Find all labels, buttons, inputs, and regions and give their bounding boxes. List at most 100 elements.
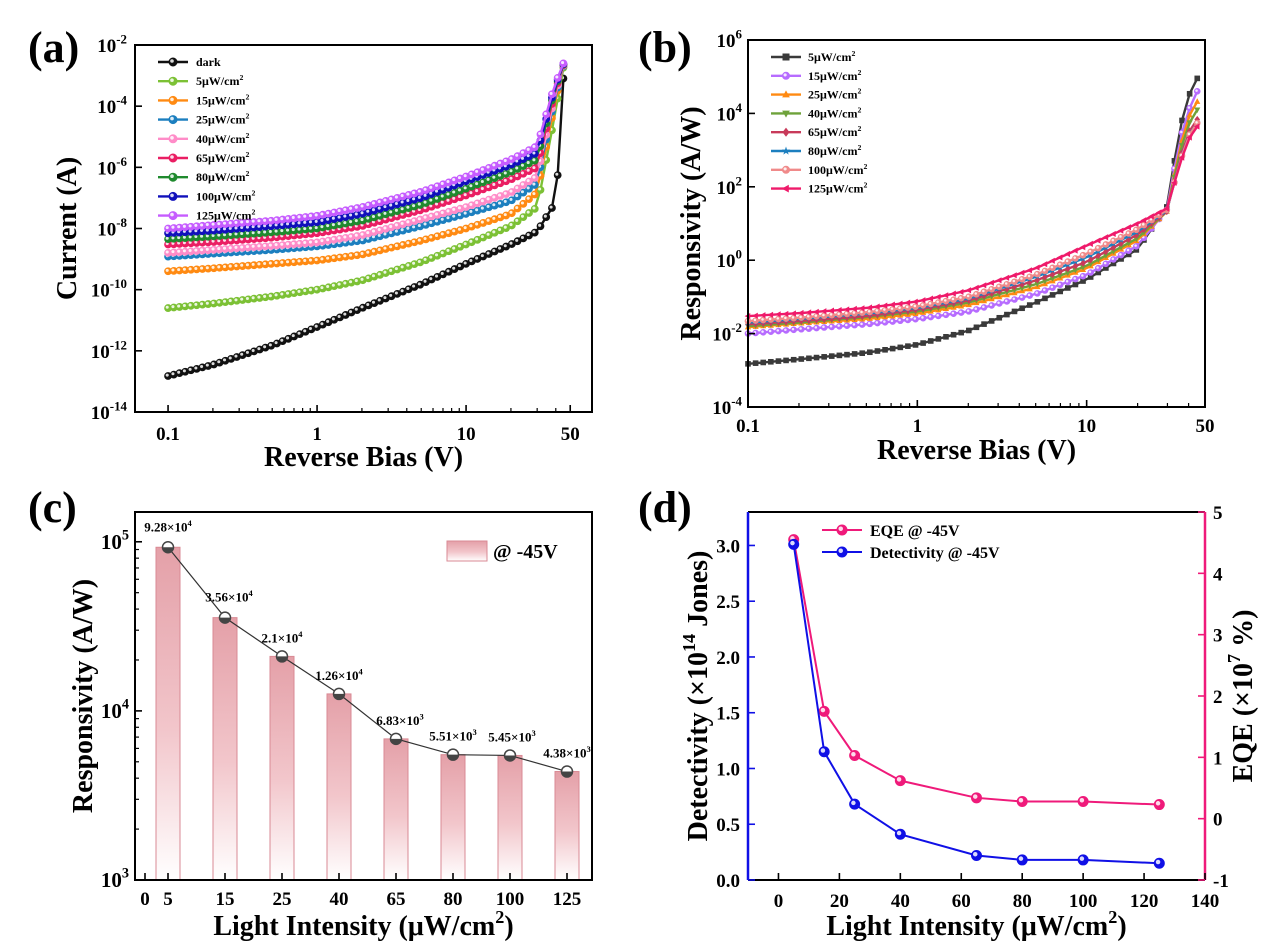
- series-b-point-1-42: [1064, 278, 1072, 286]
- series-a-point-0-63: [525, 231, 533, 240]
- data-label-c-3: 1.26×104​: [315, 666, 363, 682]
- series-b-point-1-45: [1087, 269, 1094, 276]
- series-a-point-8-19: [273, 216, 281, 225]
- series-a-point-2-14: [244, 261, 253, 270]
- series-b-point-7-25: [935, 293, 941, 301]
- series-b-point-6-30: [973, 290, 980, 298]
- series-a-point-0-66: [542, 213, 551, 221]
- series-a-point-4-49: [444, 207, 453, 216]
- series-a-point-8-18: [267, 216, 276, 225]
- series-a-point-3-58: [496, 200, 505, 208]
- series-a-point-0-41: [399, 287, 407, 296]
- series-a-point-7-19: [273, 221, 281, 230]
- series-a-point-2-43: [410, 238, 419, 247]
- legend-a-label-0: dark: [196, 55, 221, 69]
- legend-b-marker-7: [781, 184, 789, 193]
- legend-b-marker-4: [782, 127, 790, 137]
- series-a-point-8-11: [227, 219, 235, 228]
- series-b-point-6-48: [1110, 237, 1117, 245]
- series-b-point-6-45: [1087, 248, 1094, 256]
- series-b-point-0-6: [790, 356, 797, 363]
- series-b-point-6-49: [1117, 233, 1125, 241]
- series-b-point-7-37: [1026, 267, 1032, 274]
- legend-d-marker-0: [836, 524, 848, 536]
- y-tick-label-left-d-2: 1.0: [716, 759, 740, 780]
- series-a-point-4-35: [364, 229, 373, 238]
- series-b-point-0-18: [882, 347, 888, 353]
- series-a-point-0-51: [456, 262, 465, 271]
- series-a-point-6-53: [467, 182, 476, 191]
- series-b-point-0-2: [760, 359, 767, 366]
- series-b-point-0-3: [768, 358, 774, 365]
- series-b-point-6-9: [813, 313, 820, 320]
- series-a-point-1-60: [507, 221, 516, 230]
- plot-frame-b: [747, 39, 1206, 408]
- legend-a-label-7: 100μW/cm2​: [196, 188, 255, 203]
- series-b-point-0-26: [943, 334, 949, 340]
- series-a-point-4-48: [439, 209, 447, 218]
- series-a-point-4-61: [513, 184, 522, 193]
- series-b-point-4-19: [889, 309, 896, 317]
- series-a-point-7-24: [301, 219, 310, 228]
- series-b-point-3-58: [1186, 120, 1193, 127]
- series-a-point-7-64: [530, 149, 539, 158]
- series-d-line-0: [792, 539, 1160, 806]
- series-a-point-0-39: [387, 292, 396, 301]
- series-b-point-3-49: [1118, 244, 1125, 251]
- series-a-point-8-54: [473, 168, 482, 177]
- series-a-point-4-26: [313, 238, 321, 247]
- series-b-point-6-1: [752, 317, 759, 324]
- series-a-point-4-9: [215, 245, 224, 254]
- series-a-point-1-44: [416, 258, 425, 267]
- series-b-point-7-41: [1056, 254, 1063, 261]
- series-a-point-3-60: [507, 196, 516, 205]
- series-b-point-4-43: [1072, 262, 1079, 270]
- series-b-point-1-32: [988, 302, 995, 309]
- series-b-point-7-7: [797, 309, 804, 317]
- series-b-point-7-9: [813, 308, 819, 315]
- series-a-point-0-1: [169, 370, 178, 379]
- y-tick-label-a-3: 10-8: [97, 215, 127, 241]
- x-tick-label-d-3: 60: [952, 891, 971, 912]
- series-b-point-3-41: [1057, 273, 1064, 279]
- series-a-point-1-38: [381, 269, 390, 277]
- y-tick-label-b-1: 10-2: [712, 320, 742, 346]
- plot-frame-c: [134, 511, 593, 881]
- series-a-point-8-1: [169, 224, 178, 232]
- series-b-point-6-43: [1072, 255, 1079, 262]
- series-b-point-6-35: [1011, 278, 1018, 286]
- series-a-point-7-33: [353, 210, 362, 219]
- series-a-point-1-4: [187, 301, 195, 310]
- series-a-point-2-62: [519, 199, 528, 208]
- series-a-point-2-44: [416, 237, 425, 245]
- series-a-point-6-64: [530, 156, 539, 165]
- series-b-point-7-27: [950, 290, 956, 297]
- series-b-point-6-34: [1003, 280, 1011, 288]
- x-tick-label-b-2: 10: [1077, 416, 1096, 437]
- bar-c-4: [383, 738, 409, 881]
- series-b-point-0-22: [912, 342, 919, 348]
- y-tick-label-left-d-3: 1.5: [716, 704, 740, 725]
- series-a-point-0-47: [433, 273, 442, 281]
- series-b-point-6-31: [980, 288, 988, 296]
- y-tick-label-right-d-4: 3: [1213, 626, 1223, 647]
- y-tick-label-c-0: 103: [101, 866, 129, 892]
- legend-d-label-1: Detectivity @ -45V: [870, 545, 1000, 562]
- series-b-point-7-22: [912, 298, 918, 305]
- series-d-point-0-3: [894, 775, 906, 787]
- x-tick-label-a-2: 10: [457, 424, 476, 445]
- series-a-4: [164, 61, 568, 257]
- x-tick-label-c-1: 15: [216, 889, 235, 910]
- series-a-6: [164, 60, 568, 244]
- series-a-point-8-66: [542, 110, 551, 119]
- series-b-point-4-27: [950, 299, 957, 307]
- series-b-point-1-41: [1056, 281, 1064, 289]
- series-a-point-2-3: [181, 266, 190, 275]
- series-a-point-8-31: [341, 206, 350, 215]
- legend-a-marker-1: [168, 76, 178, 86]
- series-b-point-3-47: [1102, 253, 1109, 259]
- series-b-point-7-18: [881, 302, 888, 309]
- y-axis-label-right-d: EQE (×107​ %): [1224, 610, 1259, 783]
- series-d-point-1-1: [818, 746, 830, 758]
- series-d-point-1-3: [894, 828, 906, 840]
